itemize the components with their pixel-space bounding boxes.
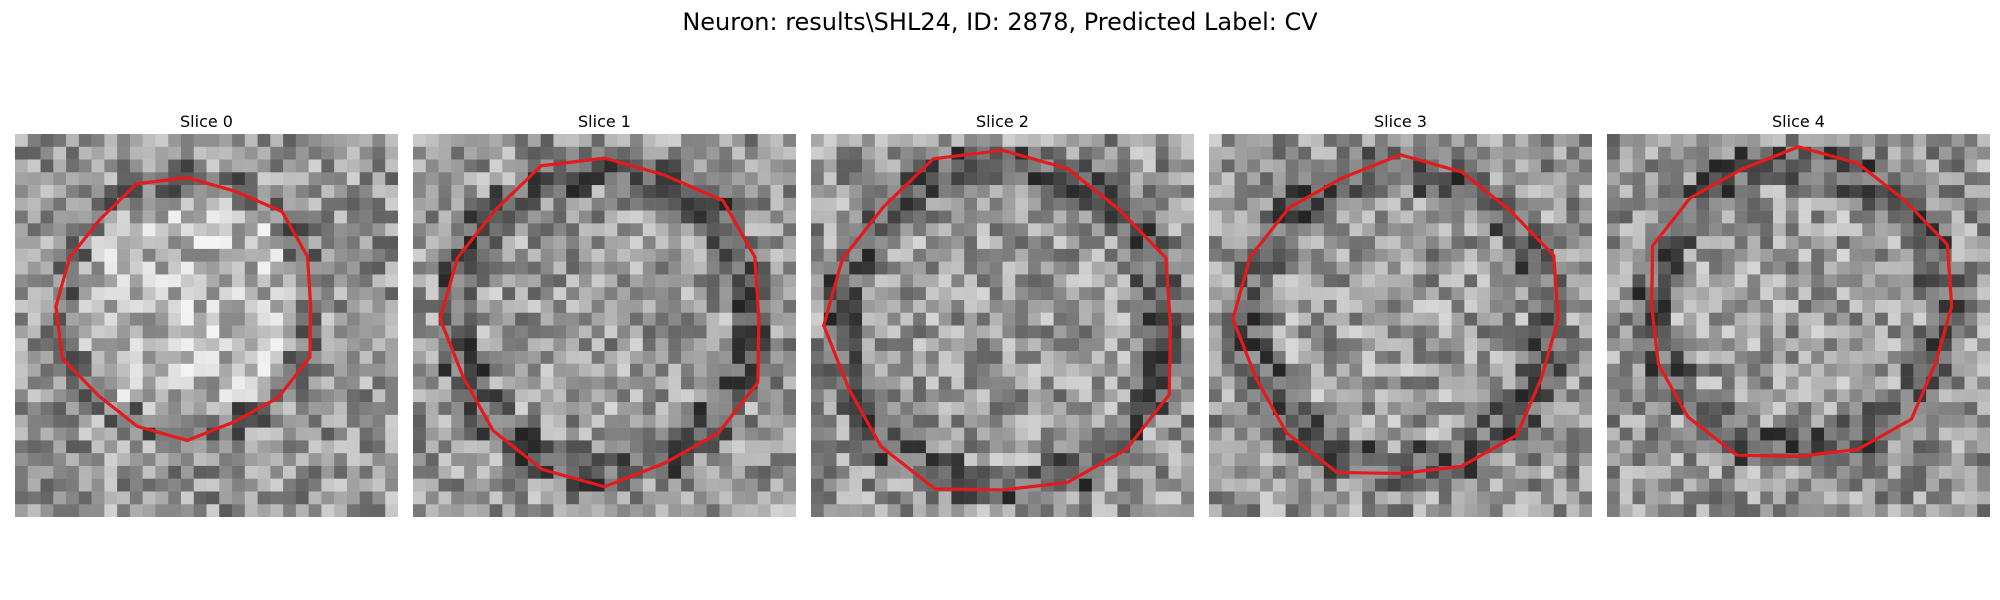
contour-outline (54, 176, 313, 443)
slice-title-1: Slice 1 (578, 112, 631, 131)
slice-image-4 (1607, 134, 1990, 517)
slice-title-0: Slice 0 (180, 112, 233, 131)
contour-outline (1650, 145, 1954, 458)
slice-image-2 (811, 134, 1194, 517)
slice-image-3 (1209, 134, 1592, 517)
contour-outline (1231, 153, 1560, 476)
slice-image-1 (413, 134, 796, 517)
slice-image-0 (15, 134, 398, 517)
slice-title-3: Slice 3 (1374, 112, 1427, 131)
slice-panel-4: Slice 4 (1607, 110, 1990, 517)
slice-panel-2: Slice 2 (811, 110, 1194, 517)
slice-panel-0: Slice 0 (15, 110, 398, 517)
slice-panel-3: Slice 3 (1209, 110, 1592, 517)
slice-title-4: Slice 4 (1772, 112, 1825, 131)
slice-title-2: Slice 2 (976, 112, 1029, 131)
contour-outline (438, 156, 761, 489)
slice-panel-1: Slice 1 (413, 110, 796, 517)
contour-outline (822, 148, 1173, 492)
figure-title: Neuron: results\SHL24, ID: 2878, Predict… (682, 8, 1318, 36)
